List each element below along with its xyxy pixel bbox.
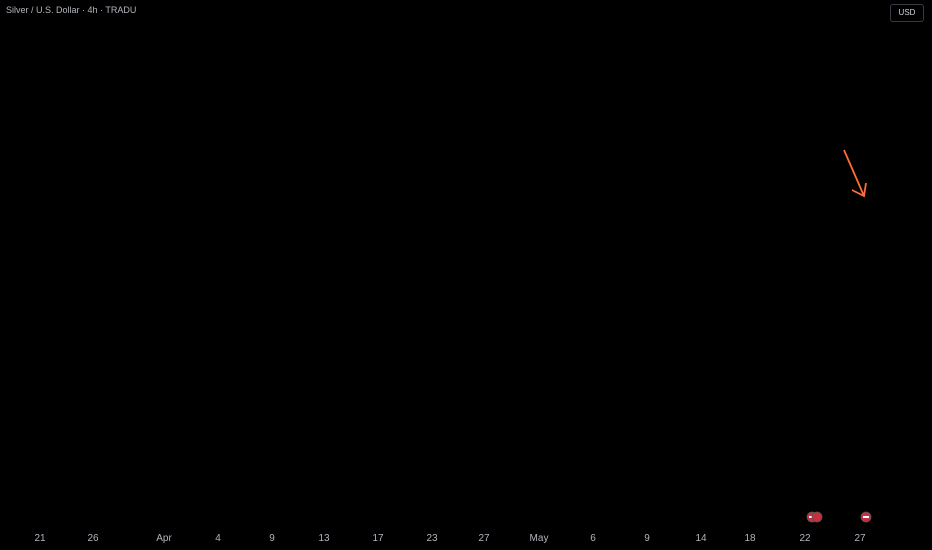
x-tick-label: May [530,533,549,544]
down-arrow-icon [843,149,865,197]
x-tick-label: Apr [156,533,172,544]
x-tick-label: 9 [644,533,650,544]
x-tick-label: 27 [854,533,866,544]
currency-button[interactable]: USD [890,4,924,22]
chart-extras [806,149,872,523]
x-tick-label: 6 [590,533,596,544]
symbol-title[interactable]: Silver / U.S. Dollar · 4h · TRADU [6,5,137,15]
time-axis[interactable]: 21 26 Apr 4 9 13 17 23 27 May 6 9 14 18 22 27 [34,533,866,544]
x-tick-label: 23 [426,533,438,544]
x-tick-label: 4 [215,533,221,544]
flag-stripe-icon [863,516,869,518]
x-tick-label: 9 [269,533,275,544]
x-tick-label: 27 [478,533,490,544]
x-tick-label: 14 [695,533,707,544]
down-arrow-head-icon [851,182,867,198]
x-tick-label: 26 [87,533,99,544]
economic-event-icon [811,511,823,523]
x-tick-label: 18 [744,533,756,544]
x-tick-label: 13 [318,533,330,544]
x-tick-label: 21 [34,533,46,544]
x-tick-label: 17 [372,533,384,544]
x-tick-label: 22 [799,533,811,544]
